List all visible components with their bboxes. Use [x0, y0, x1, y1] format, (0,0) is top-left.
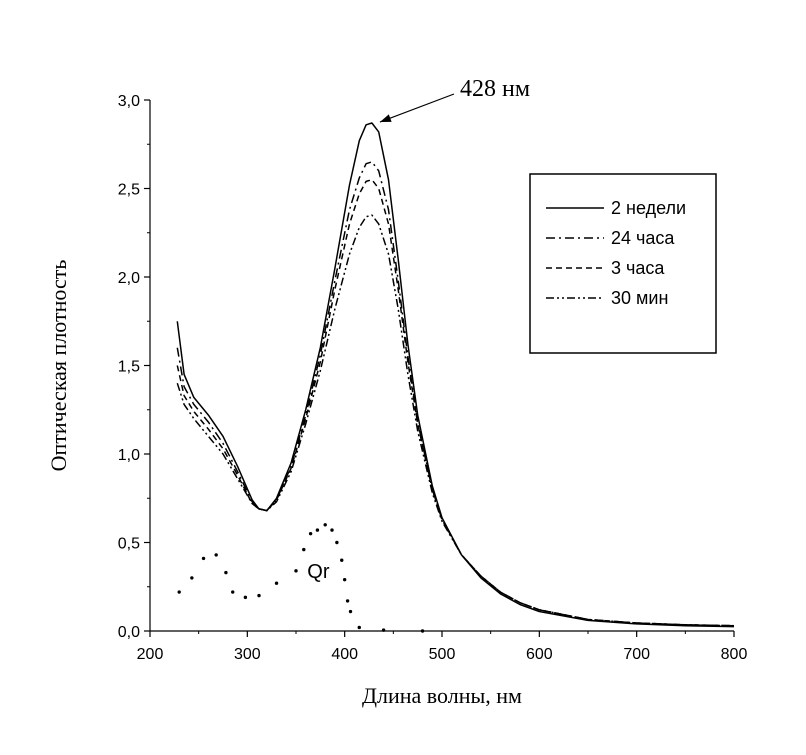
qr-point: [294, 569, 298, 573]
qr-point: [302, 547, 306, 552]
qr-point: [342, 577, 347, 582]
annotation-peak-label: 428 нм: [460, 76, 530, 102]
qr-point: [190, 576, 194, 580]
legend-label-30-мин: 30 мин: [611, 288, 668, 308]
annotations: 428 нм: [379, 76, 530, 123]
series-line-30-мин: [176, 214, 735, 627]
qr-point: [201, 556, 206, 561]
qr-point: [224, 570, 228, 575]
x-tick-label: 700: [623, 646, 650, 663]
qr-point: [274, 581, 279, 585]
y-axis-title: Оптическая плотность: [46, 260, 71, 472]
qr-point: [323, 523, 327, 527]
qr-point: [381, 628, 386, 632]
legend-label-2-недели: 2 недели: [611, 198, 686, 218]
y-tick-label: 3,0: [118, 93, 140, 110]
series-qr: Qr: [177, 523, 425, 633]
qr-point: [348, 609, 353, 614]
legend-label-3-часа: 3 часа: [611, 258, 665, 278]
qr-point: [340, 558, 344, 562]
axes: 200 300 400 500 600 700 800 0,0 0,5 1,0 1,5 2,0 2,5 3…: [46, 93, 747, 708]
qr-point: [335, 540, 339, 545]
legend: 2 недели 24 часа 3 часа 30 мин: [529, 173, 717, 354]
series-layer: Qr: [176, 122, 735, 633]
annotation-arrowhead: [379, 114, 392, 123]
qr-point: [231, 590, 235, 594]
qr-label: Qr: [307, 561, 330, 583]
y-tick-label: 2,0: [118, 270, 140, 287]
series-line-2-недели: [176, 122, 735, 628]
legend-box: [529, 173, 717, 354]
y-tick-label: 1,5: [118, 359, 140, 376]
qr-point: [214, 553, 218, 557]
qr-point: [357, 625, 361, 630]
x-tick-label: 500: [429, 646, 456, 663]
y-tick-label: 2,5: [118, 182, 140, 199]
x-tick-label: 400: [331, 646, 358, 663]
qr-point: [330, 528, 334, 532]
y-tick-label: 0,0: [118, 624, 140, 641]
x-axis-title: Длина волны, нм: [362, 683, 522, 708]
qr-point: [308, 531, 313, 536]
qr-point: [177, 590, 181, 594]
x-tick-label: 300: [234, 646, 261, 663]
qr-point: [345, 599, 350, 603]
y-tick-label: 0,5: [118, 536, 140, 553]
y-tick-label: 1,0: [118, 447, 140, 464]
qr-point: [257, 593, 261, 598]
x-tick-label: 800: [721, 646, 748, 663]
qr-point: [243, 595, 248, 600]
legend-label-24-часа: 24 часа: [611, 228, 675, 248]
x-tick-label: 200: [137, 646, 164, 663]
x-tick-label: 600: [526, 646, 553, 663]
qr-point: [315, 528, 320, 532]
annotation-arrow-line: [379, 93, 455, 123]
qr-point: [420, 629, 425, 633]
